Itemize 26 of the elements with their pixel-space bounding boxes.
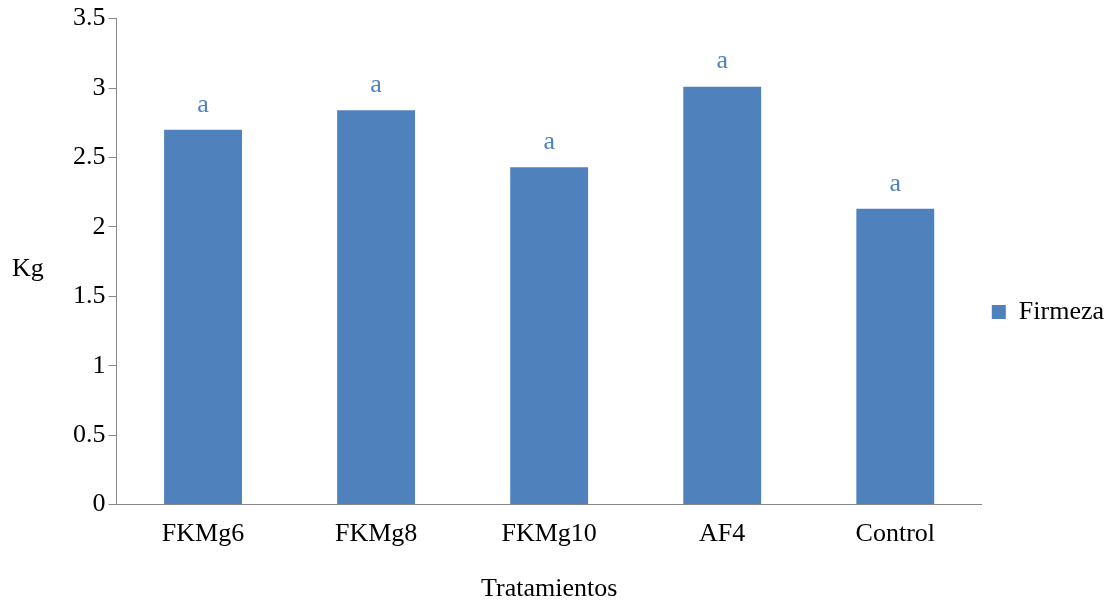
legend-label: Firmeza (1018, 295, 1105, 325)
annotation: a (543, 126, 556, 156)
annotation: a (716, 45, 729, 75)
bar (164, 129, 242, 505)
bar (683, 86, 762, 505)
y-tick-label: 3 (92, 71, 106, 101)
y-tick-label: 0 (92, 488, 106, 518)
x-tick-label: FKMg6 (161, 518, 245, 548)
y-tick-label: 1 (92, 349, 106, 379)
x-tick-label: AF4 (699, 518, 746, 548)
x-axis-title: Tratamientos (481, 573, 618, 603)
bar (510, 167, 589, 505)
y-tick-label: 3.5 (73, 2, 106, 32)
annotation: a (370, 69, 383, 99)
annotation: a (197, 88, 210, 118)
y-tick-label: 0.5 (73, 419, 106, 448)
y-tick-label: 2.5 (73, 141, 106, 171)
bar (337, 110, 416, 505)
bar (856, 208, 935, 505)
x-tick-label: FKMg8 (334, 518, 418, 548)
x-tick-label: Control (855, 518, 936, 548)
y-tick-label: 2 (92, 210, 106, 240)
y-tick-label: 1.5 (73, 280, 106, 310)
x-tick-label: FKMg10 (501, 518, 597, 548)
y-axis-title: Kg (12, 253, 44, 283)
annotation: a (889, 167, 902, 197)
